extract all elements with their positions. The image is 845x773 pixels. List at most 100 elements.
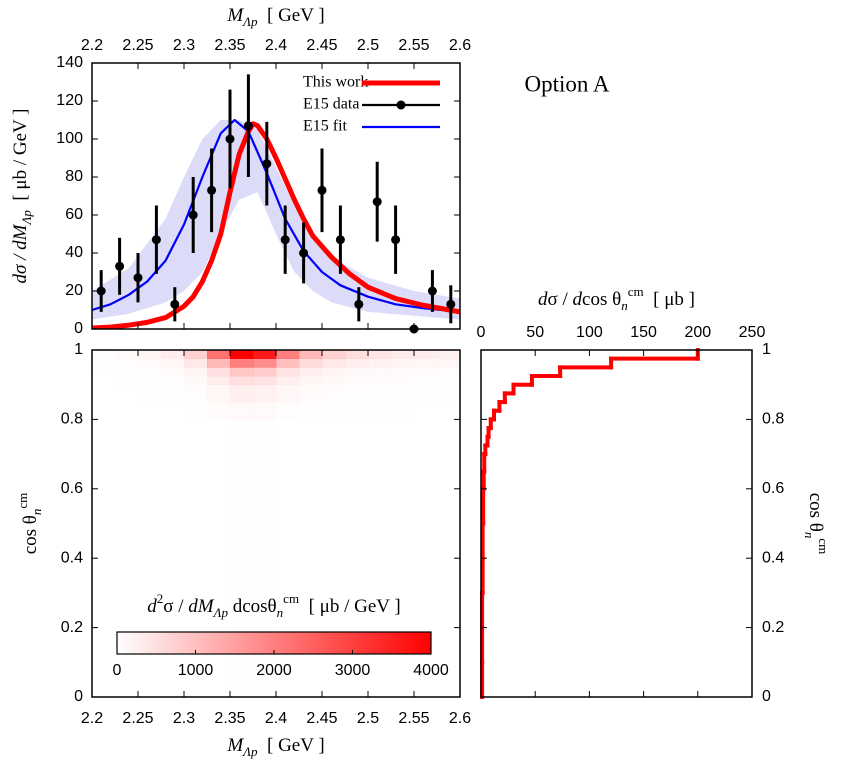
legend-label: This work xyxy=(303,74,368,91)
heatmap-cell xyxy=(322,402,345,420)
y-tick-label: 40 xyxy=(65,244,83,261)
y-tick-label: 20 xyxy=(65,282,83,299)
heatmap-cell xyxy=(391,350,415,359)
label-part: n xyxy=(277,605,284,620)
heatmap-cell xyxy=(368,358,392,368)
label-part: cos θ xyxy=(805,493,826,532)
heatmap-cell xyxy=(276,350,300,359)
heatmap-cell xyxy=(138,359,161,368)
x-tick-label: 2.35 xyxy=(214,37,245,54)
heatmap-cell xyxy=(115,350,138,359)
label-part: [ GeV ] xyxy=(258,735,325,756)
colorbar-label: d2σ / dMΛp dcosθncm [ μb / GeV ] xyxy=(147,591,400,620)
heatmap-cell xyxy=(276,376,300,385)
x-tick-label: 2.3 xyxy=(173,710,195,727)
heatmap-cell xyxy=(184,419,207,697)
heatmap-cell xyxy=(345,402,368,420)
label-part: cm xyxy=(816,538,831,554)
heatmap-cell xyxy=(414,402,437,420)
heatmap-cell xyxy=(253,402,276,420)
x-tick-label: 2.6 xyxy=(449,37,471,54)
heatmap-cell xyxy=(161,385,184,403)
y-tick-label: 0.2 xyxy=(762,619,784,636)
x-tick-label: 2.35 xyxy=(214,710,245,727)
label-part: Λp xyxy=(241,14,258,29)
x-tick-label: 2.25 xyxy=(122,37,153,54)
label-part: [ μb ] xyxy=(644,289,695,310)
heatmap-cell xyxy=(322,385,345,403)
data-point xyxy=(372,197,382,207)
heatmap-cell xyxy=(368,376,391,385)
y-axis-label: dσ / dMΛp [ μb / GeV ] xyxy=(10,109,34,284)
heatmap-cell xyxy=(276,419,299,697)
label-part: [ GeV ] xyxy=(258,5,325,26)
x-tick-label: 50 xyxy=(526,324,544,341)
data-point xyxy=(299,248,309,258)
y-tick-label: 0.4 xyxy=(61,549,83,566)
heatmap-cell xyxy=(92,402,115,420)
heatmap-cell xyxy=(207,376,231,385)
heatmap-cell xyxy=(253,419,276,697)
label-part: [ μb / GeV ] xyxy=(299,596,401,617)
heatmap-cell xyxy=(414,419,437,697)
label-part: n xyxy=(621,298,628,313)
y-tick-label: 0 xyxy=(762,688,771,705)
heatmap-cell xyxy=(207,358,231,368)
heatmap-cell xyxy=(161,402,184,420)
heatmap-cell xyxy=(322,350,346,359)
heatmap-cell xyxy=(115,385,138,403)
colorbar-tick-label: 3000 xyxy=(335,662,371,679)
y-axis-label: cos θncm xyxy=(802,493,831,555)
heatmap-cell xyxy=(345,350,369,359)
x-tick-label: 2.4 xyxy=(265,37,287,54)
label-part: d xyxy=(147,596,157,617)
label-part: dcosθ xyxy=(228,596,277,617)
heatmap-cell xyxy=(299,358,323,368)
data-point xyxy=(317,185,327,195)
label-part: cm xyxy=(283,591,299,606)
heatmap-cell xyxy=(207,367,231,377)
x-tick-label: 2.2 xyxy=(81,37,103,54)
heatmap-cell xyxy=(253,376,277,385)
x-tick-label: 100 xyxy=(576,324,603,341)
label-part: cm xyxy=(628,284,644,299)
heatmap-cell xyxy=(322,376,345,385)
heatmap-cell xyxy=(391,376,414,385)
y-tick-label: 100 xyxy=(56,130,83,147)
data-point xyxy=(354,299,364,309)
x-tick-label: 2.45 xyxy=(306,710,337,727)
heatmap-cell xyxy=(345,385,368,403)
x-tick-label: 2.4 xyxy=(265,710,287,727)
x-axis-label: dσ / dcos θncm [ μb ] xyxy=(538,284,695,313)
fit-band xyxy=(92,120,460,320)
heatmap-cell xyxy=(391,358,415,368)
heatmap-cell xyxy=(345,358,369,368)
heatmap-cell xyxy=(161,419,184,697)
heatmap-cell xyxy=(345,376,368,385)
label-part: cos θ xyxy=(582,289,621,310)
heatmap-cell xyxy=(299,350,323,359)
label-part: dM xyxy=(188,596,215,617)
heatmap-cell xyxy=(391,385,414,403)
heatmap-cell xyxy=(253,358,277,368)
colorbar-tick-label: 0 xyxy=(113,662,122,679)
label-part: 2 xyxy=(157,591,164,606)
x-tick-label: 2.5 xyxy=(357,710,379,727)
x-tick-label: 2.2 xyxy=(81,710,103,727)
label-part: cos θ xyxy=(20,515,41,554)
heatmap-cell xyxy=(161,359,184,368)
data-point xyxy=(170,299,180,309)
heatmap-cell xyxy=(368,385,391,403)
heatmap-cell xyxy=(368,419,391,697)
x-tick-label: 2.6 xyxy=(449,710,471,727)
x-tick-label: 200 xyxy=(684,324,711,341)
heatmap-cell xyxy=(230,376,254,385)
heatmap-cell xyxy=(207,402,230,420)
plot-frame xyxy=(480,349,753,698)
heatmap-cell xyxy=(207,350,231,359)
data-point xyxy=(151,235,161,245)
heatmap-cell xyxy=(115,359,138,368)
legend-label: E15 fit xyxy=(303,118,348,135)
colorbar-tick-label: 4000 xyxy=(413,662,449,679)
